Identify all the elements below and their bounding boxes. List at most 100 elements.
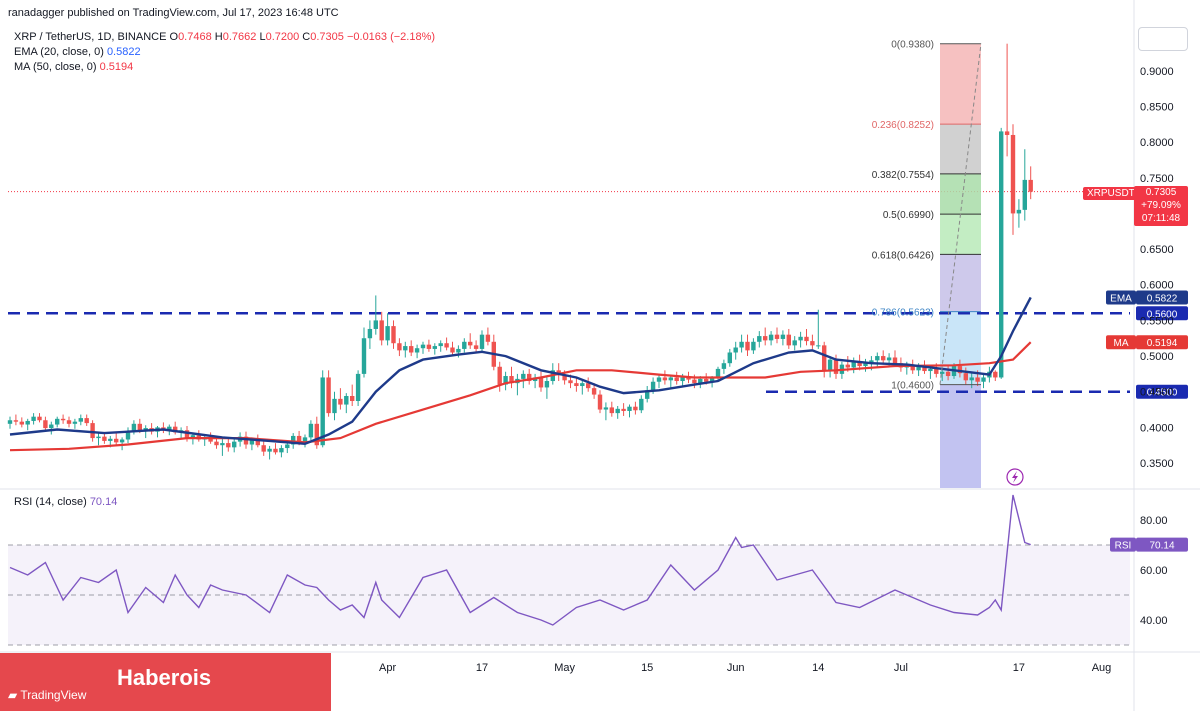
tradingview-logo[interactable]: ▰ TradingView [8,688,86,702]
candle-body [13,420,19,422]
candle-body [574,383,579,387]
publish-line: ranadagger published on TradingView.com,… [8,7,339,19]
price-tick-label: 0.5500 [1140,315,1174,327]
candle-body [786,334,791,346]
candle-body [397,343,402,351]
high-label: H [214,31,223,43]
candle-body [615,408,620,414]
fib-level-label: 0.786(0.5623) [872,308,934,319]
candle-body [385,326,390,341]
candle-body [450,347,455,353]
candle-body [857,361,862,367]
candle-body [562,375,567,381]
rsi-panel: 40.00 60.00 80.00 RSI 70.14 [8,494,1188,646]
rsi-legend-value: 70.14 [89,496,118,508]
candle-body [721,363,727,369]
fib-level-label: 1(0.4600) [891,381,934,392]
fib-trend-line [939,43,982,385]
open-label: O [169,31,179,43]
candle-body [586,383,591,389]
rsi-tag-label: RSI [1115,541,1132,552]
candle-body [373,320,378,329]
fib-zone [940,214,981,255]
candle-body [969,377,974,381]
candle-body [338,398,343,405]
candle-body [1016,209,1022,214]
candle-body [822,345,827,371]
candle-body [833,359,839,374]
rsi-legend[interactable]: RSI (14, close) 70.14 [14,496,117,508]
candle-body [84,418,89,424]
candle-body [875,356,880,361]
candle-body [326,377,331,414]
candle-body [308,423,314,438]
rsi-tag-label-bg [1110,537,1136,552]
fibonacci-labels: 0(0.9380) 0.236(0.8252) 0.382(0.7554) 0.5(0… [872,40,982,392]
candle-body [709,378,715,382]
candle-body [114,438,119,443]
candle-body [597,394,603,410]
ma-tag-label-bg [1106,335,1136,350]
fib-zone [940,124,981,174]
symbol-legend: XRP / TetherUS, 1D, BINANCE O0.7468 H0.7… [14,31,435,43]
price-tick-label: 0.5000 [1140,351,1174,363]
candle-body [285,444,290,449]
candle-body [261,445,266,452]
ma-legend[interactable]: MA (50, close, 0) 0.5194 [14,61,133,73]
candle-body [167,426,172,430]
candle-body [627,406,632,411]
candle-body [361,338,367,374]
candle-body [999,131,1004,378]
candle-body [733,347,738,353]
candle-body [137,423,142,431]
candle-body [102,436,107,441]
candle-body [621,408,626,411]
ema-tag-label-bg [1106,290,1136,305]
candle-body [96,436,101,439]
moving-average-lines: EMA 0.5822 MA 0.5194 [9,290,1188,452]
candle-body [279,448,284,453]
candle-body [131,423,137,431]
price-tick-label: 0.7500 [1140,173,1174,185]
candle-body [633,406,638,411]
candle-body [957,366,963,374]
time-tick-label: May [554,662,575,674]
candle-body [214,441,219,446]
candle-body [768,334,774,341]
candle-body [544,381,550,388]
candle-body [509,376,514,384]
ema-legend[interactable]: EMA (20, close, 0) 0.5822 [14,46,141,58]
fib-zone [940,43,981,125]
watermark-text: Haberois [117,665,212,690]
candle-body [108,438,113,441]
fib-level-label: 0(0.9380) [891,40,934,51]
low-label: L [259,31,266,43]
candle-body [1028,179,1033,192]
candle-body [1004,131,1010,135]
candle-body [591,388,597,395]
chart-settings-button[interactable] [1138,27,1188,51]
candle-body [886,357,892,361]
ma-value: 0.5194 [99,61,134,73]
time-tick-label: 17 [476,662,488,674]
candle-body [208,437,213,442]
price-axis[interactable]: 0.3500 0.4000 0.4500 0.5000 0.5500 0.6000 0.65… [1140,66,1174,470]
candle-body [444,343,449,348]
fib-zone [940,254,981,312]
lightning-icon[interactable] [1006,468,1024,486]
candle-body [993,371,998,378]
candle-body [928,368,933,372]
candle-body [391,326,396,344]
candle-body [414,348,420,353]
candle-body [302,437,308,442]
candle-body [851,361,856,368]
rsi-tag-value: 70.14 [1149,541,1174,552]
candle-body [31,416,36,421]
candle-body [757,336,762,342]
candle-body [226,443,231,448]
symbol-name[interactable]: XRP / TetherUS, 1D, BINANCE [14,31,167,43]
change-value: −0.0163 (−2.18%) [346,31,436,43]
candle-body [892,357,898,364]
candle-body [580,383,585,387]
